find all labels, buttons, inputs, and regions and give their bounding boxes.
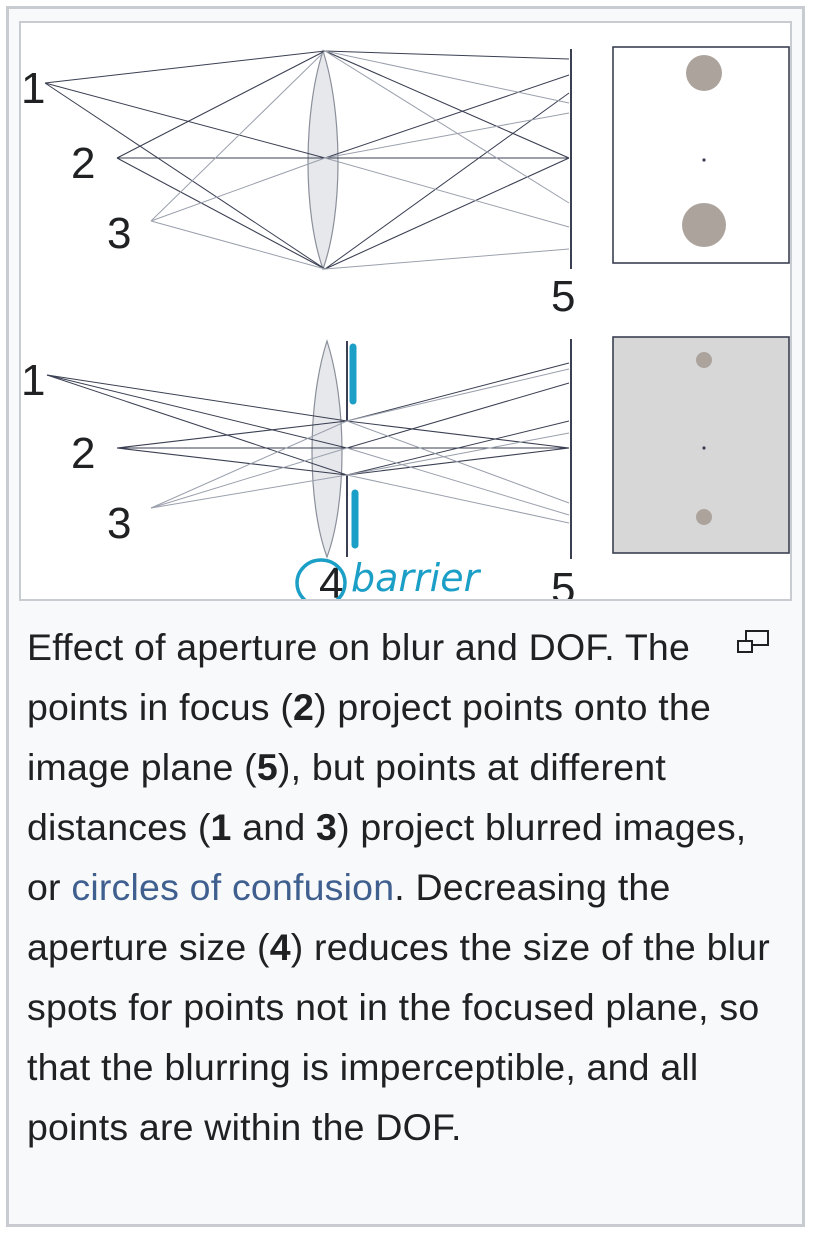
caption-text: and [231, 806, 316, 848]
top-label-3: 3 [107, 209, 131, 258]
caption-bold-2: 2 [293, 686, 315, 728]
bottom-label-3: 3 [107, 499, 131, 548]
top-rays-1 [44, 50, 570, 270]
caption-text: ) project blurred images, or [27, 806, 747, 908]
top-focus-point-2 [702, 158, 706, 162]
bottom-rays-1 [46, 362, 570, 476]
top-label-1: 1 [21, 64, 45, 113]
top-lens [307, 49, 339, 271]
figure-caption: Effect of aperture on blur and DOF. The … [27, 617, 777, 1157]
caption-text: Effect of aperture on blur and DOF. The … [27, 626, 691, 728]
aperture-diagram[interactable]: 1 2 3 5 [19, 21, 792, 601]
top-blur-spot-1 [686, 55, 722, 91]
top-diagram: 1 2 3 5 [21, 46, 790, 321]
caption-bold-3: 3 [316, 806, 338, 848]
caption-bold-5: 5 [256, 746, 278, 788]
caption-bold-4: 4 [269, 926, 291, 968]
barrier-text: barrier [351, 556, 482, 599]
top-label-5: 5 [551, 272, 575, 321]
top-rays-2 [116, 50, 570, 270]
bottom-label-1: 1 [21, 356, 45, 405]
figure-thumb: 1 2 3 5 [6, 6, 805, 1227]
bottom-blur-spot-1 [696, 352, 712, 368]
caption-text: ), but points at different distances ( [27, 746, 666, 848]
bottom-focus-point-2 [702, 446, 706, 450]
bottom-rays-3 [150, 368, 570, 524]
top-label-2: 2 [71, 139, 95, 188]
top-rays-3 [150, 50, 570, 270]
bottom-label-2: 2 [71, 429, 95, 478]
bottom-label-5: 5 [551, 564, 575, 599]
bottom-diagram: 1 2 3 4 5 [21, 336, 790, 599]
optics-diagram-svg: 1 2 3 5 [21, 46, 790, 599]
bottom-label-4: 4 [319, 559, 343, 599]
bottom-lens [311, 339, 343, 559]
enlarge-icon[interactable] [736, 629, 772, 655]
circle-around-4-icon [295, 558, 347, 599]
bottom-blur-spot-3 [696, 509, 712, 525]
bottom-rays-2 [116, 420, 570, 476]
circles-of-confusion-link[interactable]: circles of confusion [71, 866, 395, 908]
top-blur-spot-3 [682, 203, 726, 247]
caption-text: . Decreasing the aperture size ( [27, 866, 671, 968]
caption-bold-1: 1 [210, 806, 232, 848]
barrier-annotation: barrier [295, 343, 482, 599]
caption-text: ) reduces the size of the blur spots for… [27, 926, 770, 1148]
caption-text: ) project points onto the image plane ( [27, 686, 711, 788]
